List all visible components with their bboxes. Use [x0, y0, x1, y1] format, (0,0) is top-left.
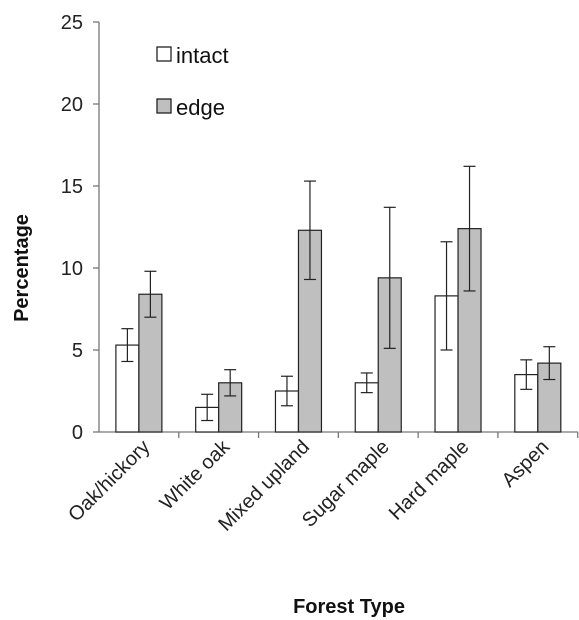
y-tick-label: 25: [61, 12, 83, 34]
y-tick-label: 20: [61, 94, 83, 116]
legend-swatch-edge: [156, 98, 172, 114]
legend-swatch-intact: [156, 46, 172, 62]
x-tick-label: Hard maple: [385, 436, 474, 525]
y-axis-title: Percentage: [11, 214, 33, 322]
x-tick-label: Oak/hickory: [64, 436, 154, 526]
x-axis-title: Forest Type: [293, 596, 405, 618]
x-tick-label: White oak: [156, 435, 235, 514]
x-tick-label: Aspen: [498, 436, 554, 492]
y-tick-label: 10: [61, 258, 83, 280]
legend-label-edge: edge: [176, 95, 225, 120]
error-bars: [121, 165, 556, 422]
y-tick-label: 5: [72, 340, 83, 362]
legend-label-intact: intact: [176, 43, 229, 68]
bars: [115, 228, 562, 433]
legend: intact edge: [156, 43, 229, 120]
y-tick-label: 0: [72, 422, 83, 444]
axes: [93, 21, 579, 438]
y-tick-label: 15: [61, 176, 83, 198]
